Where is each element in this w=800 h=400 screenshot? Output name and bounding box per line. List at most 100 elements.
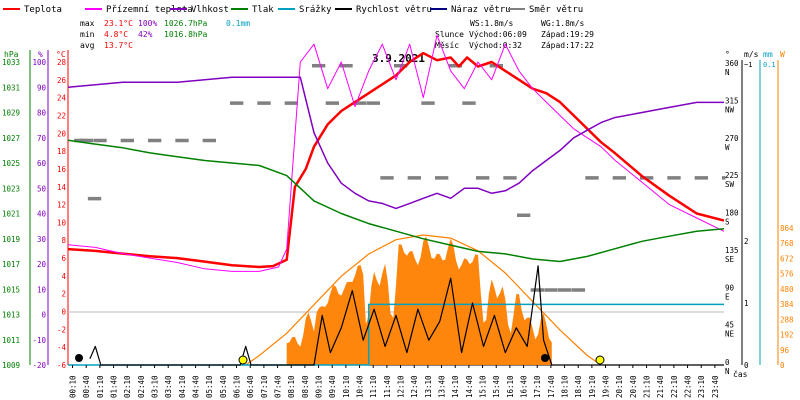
direction-point: [230, 101, 234, 105]
x-tick-label: 05:40: [219, 375, 228, 398]
axis-hpa-tick: 1015: [2, 285, 20, 294]
astro-info: WS:1.8m/s WG:1.8m/s Slunce Východ:06:09 …: [435, 19, 594, 50]
axis-hpa-tick: 1023: [2, 184, 20, 193]
direction-point: [181, 138, 186, 143]
x-tick-label: 20:40: [629, 375, 638, 398]
axis-degc-tick: -4: [57, 343, 67, 352]
legend-naraz: Náraz větru: [451, 5, 511, 15]
direction-point: [554, 288, 558, 292]
stats-max-temp: 23.1°C: [104, 19, 133, 28]
axis-pct-label: %: [38, 50, 43, 59]
chart-title: 3.9.2021: [372, 52, 425, 65]
direction-point: [205, 138, 210, 143]
stats-avg-label: avg: [80, 41, 95, 50]
series-line-rychlost-v-tru: [89, 265, 724, 366]
direction-point: [410, 176, 415, 180]
axis-dir-label: °: [725, 50, 730, 59]
axis-hpa-tick: 1027: [2, 134, 20, 143]
direction-point: [537, 288, 541, 292]
x-tick-label: 02:40: [137, 375, 146, 398]
x-tick-label: 08:40: [301, 375, 310, 398]
x-tick-label: 09:10: [315, 375, 324, 398]
axis-hpa-tick: 1019: [2, 235, 20, 244]
direction-point: [339, 64, 343, 68]
axis-w-tick: 768: [780, 239, 794, 248]
direction-point: [441, 176, 446, 180]
axis-hpa-tick: 1033: [2, 58, 20, 67]
x-tick-label: 13:40: [438, 375, 447, 398]
direction-point: [99, 138, 104, 143]
solar-layer: [245, 234, 602, 366]
axis-pct-tick: -10: [32, 336, 46, 345]
direction-point: [520, 213, 524, 217]
direction-point: [431, 101, 435, 105]
axis-w-tick: 384: [780, 300, 794, 309]
direction-point: [435, 176, 439, 180]
direction-point: [670, 176, 675, 180]
x-tick-label: 19:10: [588, 375, 597, 398]
x-tick-label: 12:10: [397, 375, 406, 398]
direction-point: [561, 288, 565, 292]
sun-label: Slunce: [435, 30, 464, 39]
stats-avg-temp: 13.7°C: [104, 41, 133, 50]
direction-point: [622, 176, 627, 180]
direction-point: [694, 176, 699, 180]
direction-point: [175, 138, 179, 143]
x-tick-label: 01:40: [110, 375, 119, 398]
x-tick-label: 14:40: [465, 375, 474, 398]
x-tick-label: 06:40: [246, 375, 255, 398]
direction-point: [394, 64, 398, 68]
axis-dir-compass: E: [725, 292, 730, 301]
direction-point: [87, 196, 92, 201]
axis-degc-tick: 0: [61, 308, 66, 317]
stats-block: max 23.1°C 100% 1026.7hPa 0.1mm min 4.8°…: [80, 19, 250, 50]
axis-degc-tick: 2: [61, 290, 66, 299]
direction-point: [86, 138, 90, 143]
x-axis-ticks: 00:10 00:40 01:10 01:40 02:10 02:40 03:10 03:40…: [69, 365, 720, 398]
axis-degc-tick: 12: [57, 201, 66, 210]
axis-pct-tick: 10: [37, 285, 47, 294]
direction-point: [513, 176, 517, 180]
axis-dir-tick: 0: [725, 358, 730, 367]
direction-point: [79, 138, 84, 143]
direction-point: [93, 138, 97, 143]
axis-degc-tick: -2: [57, 325, 66, 334]
direction-point: [646, 176, 651, 180]
wind-wg: WG:1.8m/s: [541, 19, 585, 28]
legend-prizemni: Přízemní teplota: [106, 5, 193, 15]
direction-point: [595, 176, 599, 180]
stats-max-rain: 0.1mm: [226, 19, 250, 28]
x-tick-label: 16:10: [506, 375, 515, 398]
direction-point: [581, 288, 586, 292]
moon-rise: Východ:0:32: [469, 41, 522, 50]
axis-degc-tick: 16: [57, 165, 67, 174]
direction-point: [89, 138, 94, 143]
direction-point: [178, 138, 183, 143]
solar-area: [286, 236, 552, 365]
x-tick-label: 07:10: [260, 375, 269, 398]
series-line-teplota: [67, 51, 725, 269]
direction-point: [427, 101, 432, 105]
direction-point: [615, 176, 620, 180]
sunset-marker: [595, 355, 605, 365]
direction-point: [503, 176, 507, 180]
axis-dir-compass: N: [725, 68, 730, 77]
axis-dir-tick: 135: [725, 246, 739, 255]
direction-point: [468, 101, 473, 105]
stats-min-temp: 4.8°C: [104, 30, 128, 39]
x-tick-label: 06:10: [233, 375, 242, 398]
direction-point: [362, 101, 367, 105]
direction-point: [233, 101, 237, 105]
direction-point: [588, 176, 593, 180]
legend-rychlost: Rychlost větru: [356, 5, 432, 15]
axis-degc-tick: 28: [57, 58, 67, 67]
x-tick-label: 12:40: [410, 375, 419, 398]
axis-w-tick: 864: [780, 224, 794, 233]
series-line-p-zemn-teplota: [67, 34, 725, 272]
direction-point: [287, 101, 292, 105]
axis-degc-tick: 26: [57, 76, 67, 85]
direction-point: [485, 176, 490, 180]
x-tick-label: 10:40: [356, 375, 365, 398]
x-tick-label: 21:40: [656, 375, 665, 398]
axis-degc-tick: 14: [57, 183, 67, 192]
